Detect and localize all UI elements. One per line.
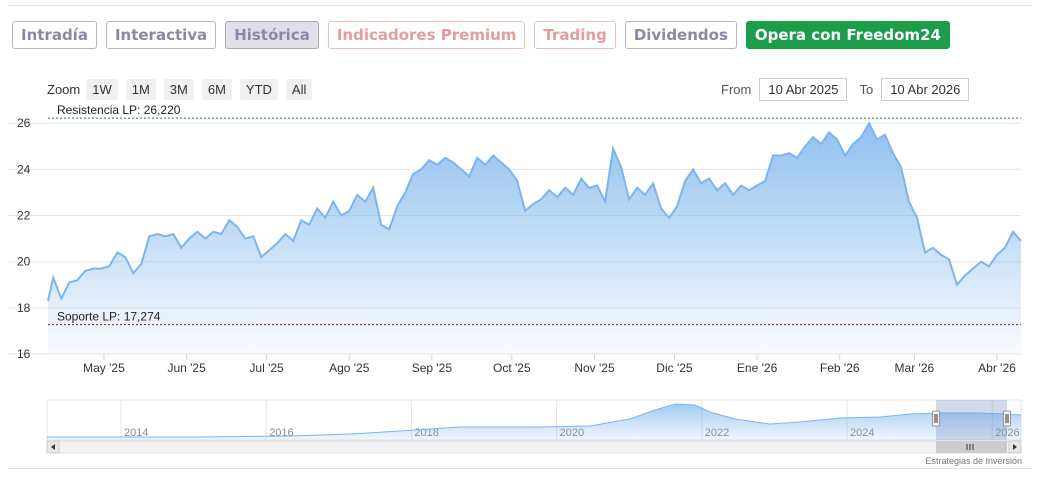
arrow-right-icon <box>1013 444 1017 450</box>
to-label: To <box>859 82 874 97</box>
resistance-label: Resistencia LP: 26,220 <box>57 103 181 117</box>
x-tick-label: Dic '25 <box>656 361 693 375</box>
top-divider <box>8 5 1032 6</box>
tab-opera-con-freedom24[interactable]: Opera con Freedom24 <box>745 21 950 49</box>
tab-indicadores-premium[interactable]: Indicadores Premium <box>327 21 526 49</box>
x-tick-label: Sep '25 <box>412 361 453 375</box>
x-tick-label: Feb '26 <box>820 361 860 375</box>
zoom-1m-button[interactable]: 1M <box>125 79 156 100</box>
x-tick-label: Mar '26 <box>895 361 935 375</box>
navigator-selection <box>936 400 1007 440</box>
x-tick-label: Ago '25 <box>329 361 370 375</box>
date-range: From 10 Abr 2025 To 10 Abr 2026 <box>721 78 981 101</box>
x-tick-label: Jun '25 <box>167 361 206 375</box>
zoom-1w-button[interactable]: 1W <box>86 79 118 100</box>
tab-interactiva[interactable]: Interactiva <box>105 21 217 49</box>
x-tick-label: Oct '25 <box>493 361 531 375</box>
zoom-3m-button[interactable]: 3M <box>163 79 194 100</box>
arrow-left-icon <box>51 444 55 450</box>
x-tick-label: Ene '26 <box>737 361 778 375</box>
tab-historica[interactable]: Histórica <box>225 21 319 49</box>
zoom-all-button[interactable]: All <box>285 79 313 100</box>
tab-trading[interactable]: Trading <box>534 21 616 49</box>
x-tick-label: Nov '25 <box>574 361 615 375</box>
y-tick-label: 20 <box>17 255 31 269</box>
tab-intradia[interactable]: Intradía <box>12 21 97 49</box>
price-line <box>47 121 1022 302</box>
tab-bar: Intradía Interactiva Histórica Indicadores … <box>12 21 959 49</box>
navigator-left-handle[interactable] <box>932 410 940 427</box>
bottom-divider <box>8 468 1032 469</box>
support-label: Soporte LP: 17,274 <box>57 310 161 324</box>
chart-credit[interactable]: Estrategias de Inversión <box>925 456 1022 466</box>
from-label: From <box>721 82 752 97</box>
navigator-scrollbar-track[interactable] <box>46 440 1022 454</box>
navigator-scrollbar-thumb[interactable] <box>936 441 1007 453</box>
navigator-year-label: 2014 <box>124 427 148 439</box>
zoom-ytd-button[interactable]: YTD <box>239 79 278 100</box>
navigator-line <box>47 403 1022 438</box>
zoom-label: Zoom <box>47 82 81 97</box>
navigator-area <box>47 404 1021 440</box>
tab-dividendos[interactable]: Dividendos <box>624 21 737 49</box>
x-tick-label: Jul '25 <box>249 361 284 375</box>
y-tick-label: 22 <box>17 209 31 223</box>
price-area <box>48 123 1021 354</box>
to-date-input[interactable]: 10 Abr 2026 <box>881 78 970 101</box>
from-date-input[interactable]: 10 Abr 2025 <box>759 78 848 101</box>
zoom-6m-button[interactable]: 6M <box>201 79 232 100</box>
x-tick-label: May '25 <box>83 361 125 375</box>
y-tick-label: 26 <box>17 116 31 130</box>
y-tick-label: 18 <box>17 301 31 315</box>
y-tick-label: 24 <box>17 162 31 176</box>
navigator-right-handle[interactable] <box>1003 410 1011 427</box>
y-tick-label: 16 <box>17 347 31 361</box>
x-tick-label: Abr '26 <box>978 361 1016 375</box>
zoom-controls: Zoom 1W 1M 3M 6M YTD All <box>47 79 320 100</box>
